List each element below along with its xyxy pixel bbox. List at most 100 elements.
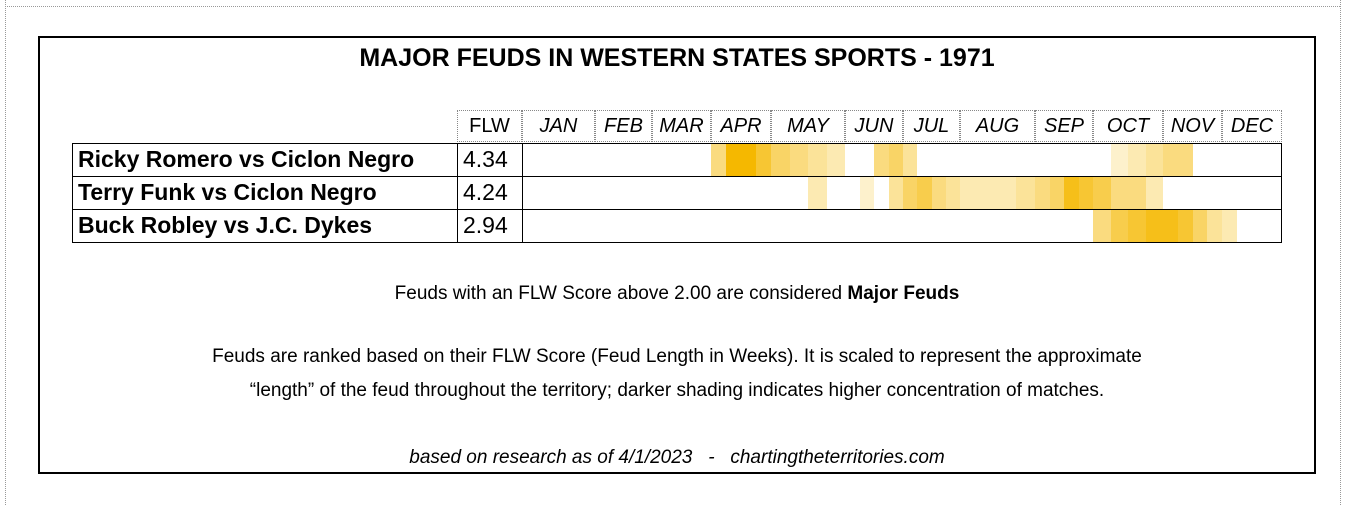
week-shade	[903, 210, 917, 242]
score-header: FLW	[457, 110, 522, 142]
month-header: JUL	[903, 110, 960, 142]
month-header: DEC	[1222, 110, 1282, 142]
flw-score: 2.94	[457, 209, 523, 243]
week-shade	[932, 144, 946, 176]
week-shade	[522, 177, 540, 209]
week-shade	[1237, 177, 1252, 209]
week-shade	[1128, 144, 1146, 176]
week-shade	[1222, 177, 1237, 209]
week-shade	[741, 144, 756, 176]
week-shade	[1064, 210, 1079, 242]
week-shade	[741, 177, 756, 209]
month-header: FEB	[595, 110, 652, 142]
week-shade	[1128, 210, 1146, 242]
week-shade	[609, 210, 623, 242]
week-shade	[979, 210, 998, 242]
week-shade	[741, 210, 756, 242]
week-shade	[1193, 144, 1208, 176]
explanation-line: “length” of the feud throughout the terr…	[249, 380, 1105, 401]
week-shade	[979, 144, 998, 176]
week-shade	[624, 210, 638, 242]
week-shade	[638, 210, 652, 242]
week-shade	[540, 144, 558, 176]
week-shade	[559, 177, 577, 209]
week-shade	[1035, 144, 1050, 176]
week-shade	[931, 177, 946, 209]
week-shade	[726, 210, 741, 242]
week-shade	[1064, 144, 1079, 176]
week-shade	[1145, 144, 1163, 176]
week-shade	[682, 210, 697, 242]
week-shade	[711, 144, 726, 176]
week-shade	[1177, 144, 1193, 176]
week-shade	[711, 177, 726, 209]
week-shade	[756, 144, 771, 176]
week-shade	[638, 144, 652, 176]
flw-score: 4.34	[457, 143, 523, 177]
week-shade	[652, 144, 667, 176]
week-shade	[808, 210, 827, 242]
week-shade	[845, 210, 860, 242]
week-shade	[711, 210, 726, 242]
week-shade	[522, 210, 540, 242]
week-shade	[960, 144, 979, 176]
feud-name: Terry Funk vs Ciclon Negro	[72, 176, 458, 210]
week-shade	[540, 210, 558, 242]
feud-name: Ricky Romero vs Ciclon Negro	[72, 143, 458, 177]
week-shade	[1050, 144, 1065, 176]
week-shade	[1252, 144, 1267, 176]
week-shade	[874, 210, 889, 242]
week-shade	[998, 210, 1017, 242]
week-shade	[1163, 177, 1178, 209]
week-shade	[1110, 144, 1128, 176]
week-shade	[978, 177, 998, 209]
week-shade	[577, 177, 595, 209]
page-border	[5, 0, 6, 505]
page-border	[5, 6, 1340, 7]
week-shade	[1207, 210, 1222, 242]
week-shade	[667, 144, 682, 176]
week-shade	[577, 144, 595, 176]
week-shade	[638, 177, 652, 209]
note-bold: Major Feuds	[847, 283, 960, 304]
week-shade	[960, 210, 979, 242]
week-shade	[845, 144, 860, 176]
week-shade	[696, 144, 711, 176]
week-shade	[1016, 210, 1035, 242]
week-shade	[696, 177, 711, 209]
week-shade	[1016, 177, 1035, 209]
week-shade	[860, 210, 875, 242]
week-shade	[1079, 144, 1094, 176]
week-shade	[559, 210, 577, 242]
week-shade	[1110, 177, 1128, 209]
month-header: OCT	[1093, 110, 1163, 142]
week-shade	[1237, 210, 1252, 242]
week-shade	[1178, 177, 1193, 209]
week-shade	[1222, 144, 1237, 176]
week-shade	[595, 144, 609, 176]
footer: based on research as of 4/1/2023 - chart…	[409, 447, 945, 468]
week-shade	[997, 177, 1017, 209]
week-shade	[1079, 210, 1094, 242]
week-shade	[756, 210, 771, 242]
week-shade	[1177, 210, 1193, 242]
week-shade	[652, 177, 667, 209]
week-shade	[771, 177, 790, 209]
week-shade	[1267, 144, 1282, 176]
week-shade	[789, 144, 808, 176]
flw-score: 4.24	[457, 176, 523, 210]
week-shade	[1192, 210, 1208, 242]
week-shade	[522, 144, 540, 176]
week-shade	[1078, 177, 1093, 209]
week-shade	[1163, 210, 1178, 242]
week-shade	[860, 144, 875, 176]
week-shade	[1093, 210, 1111, 242]
week-shade	[888, 144, 903, 176]
month-header: MAR	[652, 110, 711, 142]
shading-strip	[522, 143, 1282, 177]
week-shade	[726, 144, 741, 176]
month-header: MAY	[771, 110, 845, 142]
week-shade	[1207, 144, 1222, 176]
week-shade	[888, 177, 903, 209]
week-shade	[682, 177, 697, 209]
